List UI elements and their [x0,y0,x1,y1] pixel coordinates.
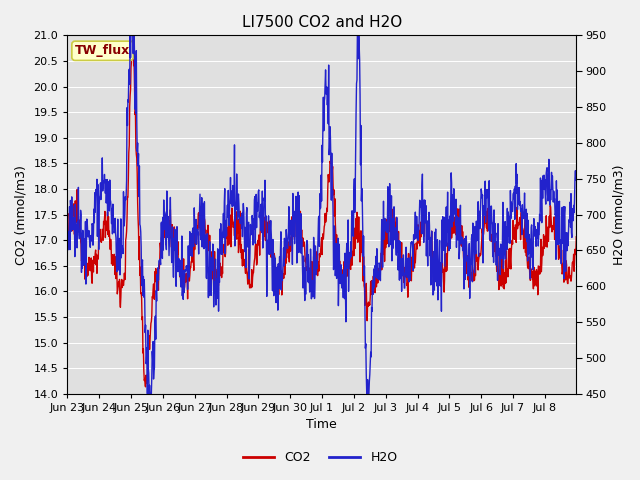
Text: TW_flux: TW_flux [75,44,130,57]
Y-axis label: CO2 (mmol/m3): CO2 (mmol/m3) [15,165,28,264]
Title: LI7500 CO2 and H2O: LI7500 CO2 and H2O [242,15,402,30]
Y-axis label: H2O (mmol/m3): H2O (mmol/m3) [612,164,625,265]
Line: CO2: CO2 [67,40,576,387]
Line: H2O: H2O [67,32,576,394]
Legend: CO2, H2O: CO2, H2O [237,446,403,469]
X-axis label: Time: Time [307,419,337,432]
